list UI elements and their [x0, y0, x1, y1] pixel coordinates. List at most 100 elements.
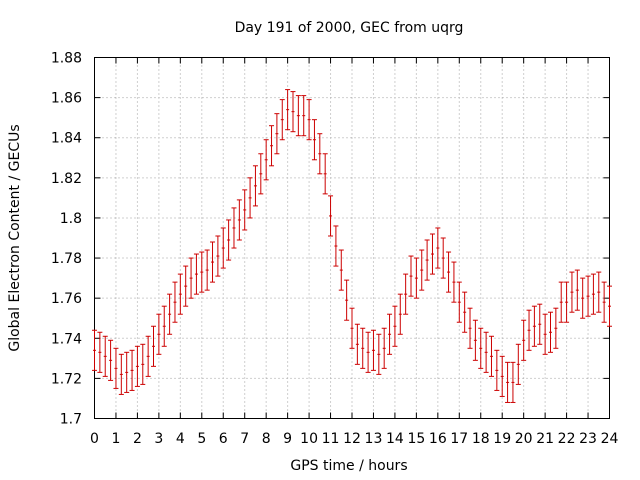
error-bar: [295, 95, 301, 137]
error-bar: [134, 345, 140, 387]
axis-ticks: [94, 57, 610, 419]
error-bar: [429, 233, 435, 275]
error-bar: [510, 361, 516, 403]
error-bar: [204, 249, 210, 291]
x-tick-label: 1: [111, 431, 120, 447]
x-tick-label: 14: [386, 431, 404, 447]
x-axis-label: GPS time / hours: [290, 458, 407, 474]
error-bar: [585, 275, 591, 317]
y-tick-label: 1.8: [60, 211, 82, 227]
x-tick-label: 2: [133, 431, 142, 447]
error-bar: [301, 95, 307, 137]
error-bar: [177, 273, 183, 315]
error-bar: [590, 273, 596, 315]
y-tick-label: 1.88: [51, 51, 82, 67]
error-bar: [210, 241, 216, 283]
error-bar: [183, 265, 189, 307]
error-bar: [515, 343, 521, 385]
error-bar: [306, 99, 312, 141]
error-bar: [354, 323, 360, 365]
error-bar: [252, 165, 258, 207]
grid-lines: [94, 57, 610, 419]
error-bar: [344, 279, 350, 321]
error-bar: [338, 249, 344, 291]
error-bar: [440, 237, 446, 279]
error-bar: [279, 99, 285, 141]
error-bar: [172, 281, 178, 323]
error-bar: [161, 305, 167, 347]
x-tick-label: 17: [450, 431, 468, 447]
y-tick-label: 1.86: [51, 91, 82, 107]
error-bar: [151, 325, 157, 367]
error-bar: [322, 153, 328, 195]
chart-title: Day 191 of 2000, GEC from uqrg: [235, 20, 464, 36]
x-tick-label: 0: [90, 431, 99, 447]
y-tick-label: 1.82: [51, 171, 82, 187]
error-bar: [156, 313, 162, 355]
error-bar: [580, 277, 586, 319]
error-bar: [483, 331, 489, 373]
error-bar: [494, 349, 500, 391]
x-tick-label: 22: [558, 431, 576, 447]
y-tick-label: 1.84: [51, 131, 82, 147]
error-bar: [263, 139, 269, 181]
error-bar: [290, 91, 296, 133]
x-tick-label: 5: [197, 431, 206, 447]
error-bar: [124, 351, 130, 393]
error-bars: [92, 89, 612, 403]
error-bar: [392, 305, 398, 347]
error-bar: [435, 227, 441, 269]
error-bar: [478, 327, 484, 369]
error-bar: [226, 219, 232, 261]
error-bar: [199, 251, 205, 293]
x-tick-label: 10: [300, 431, 318, 447]
error-bar: [145, 335, 151, 377]
y-axis-label: Global Electron Content / GECUs: [7, 124, 23, 351]
error-bar: [97, 331, 103, 373]
error-bar: [328, 195, 334, 237]
error-bar: [531, 305, 537, 347]
error-bar: [607, 285, 612, 327]
error-bar: [167, 293, 173, 335]
y-tick-label: 1.78: [51, 251, 82, 267]
x-tick-label: 12: [343, 431, 361, 447]
x-tick-label: 4: [176, 431, 185, 447]
error-bar: [360, 327, 366, 369]
error-bar: [258, 153, 264, 195]
error-bar: [333, 225, 339, 267]
error-bar: [419, 249, 425, 291]
error-bar: [472, 319, 478, 361]
x-tick-label: 18: [472, 431, 490, 447]
error-bar: [446, 251, 452, 293]
error-bar: [381, 327, 387, 369]
error-bar: [370, 329, 376, 371]
error-bar: [365, 331, 371, 373]
error-bar: [274, 113, 280, 155]
x-tick-label: 15: [407, 431, 425, 447]
error-bar: [269, 125, 275, 167]
error-bar: [108, 339, 114, 381]
x-tick-label: 19: [493, 431, 511, 447]
x-tick-label: 11: [322, 431, 340, 447]
error-bar: [113, 347, 119, 389]
error-bar: [596, 271, 602, 313]
error-bar: [403, 273, 409, 315]
error-bar: [542, 313, 548, 355]
error-bar: [569, 271, 575, 313]
x-tick-labels: 0 1 2 3 4 5 6 7 8 9 10 11 12 13 14 15 16 17 18 19 20 21 22 23 24: [90, 431, 618, 447]
x-tick-label: 20: [515, 431, 533, 447]
error-bar: [349, 307, 355, 349]
y-tick-label: 1.74: [51, 331, 82, 347]
x-tick-label: 3: [154, 431, 163, 447]
error-bar: [574, 269, 580, 311]
y-tick-label: 1.76: [51, 291, 82, 307]
error-bar: [285, 89, 291, 131]
x-tick-label: 9: [283, 431, 292, 447]
x-tick-label: 24: [601, 431, 619, 447]
error-bar: [413, 257, 419, 299]
y-tick-label: 1.7: [60, 412, 82, 428]
error-bar: [488, 335, 494, 377]
error-bar: [424, 239, 430, 281]
error-bar: [537, 303, 543, 345]
error-bar: [220, 227, 226, 269]
